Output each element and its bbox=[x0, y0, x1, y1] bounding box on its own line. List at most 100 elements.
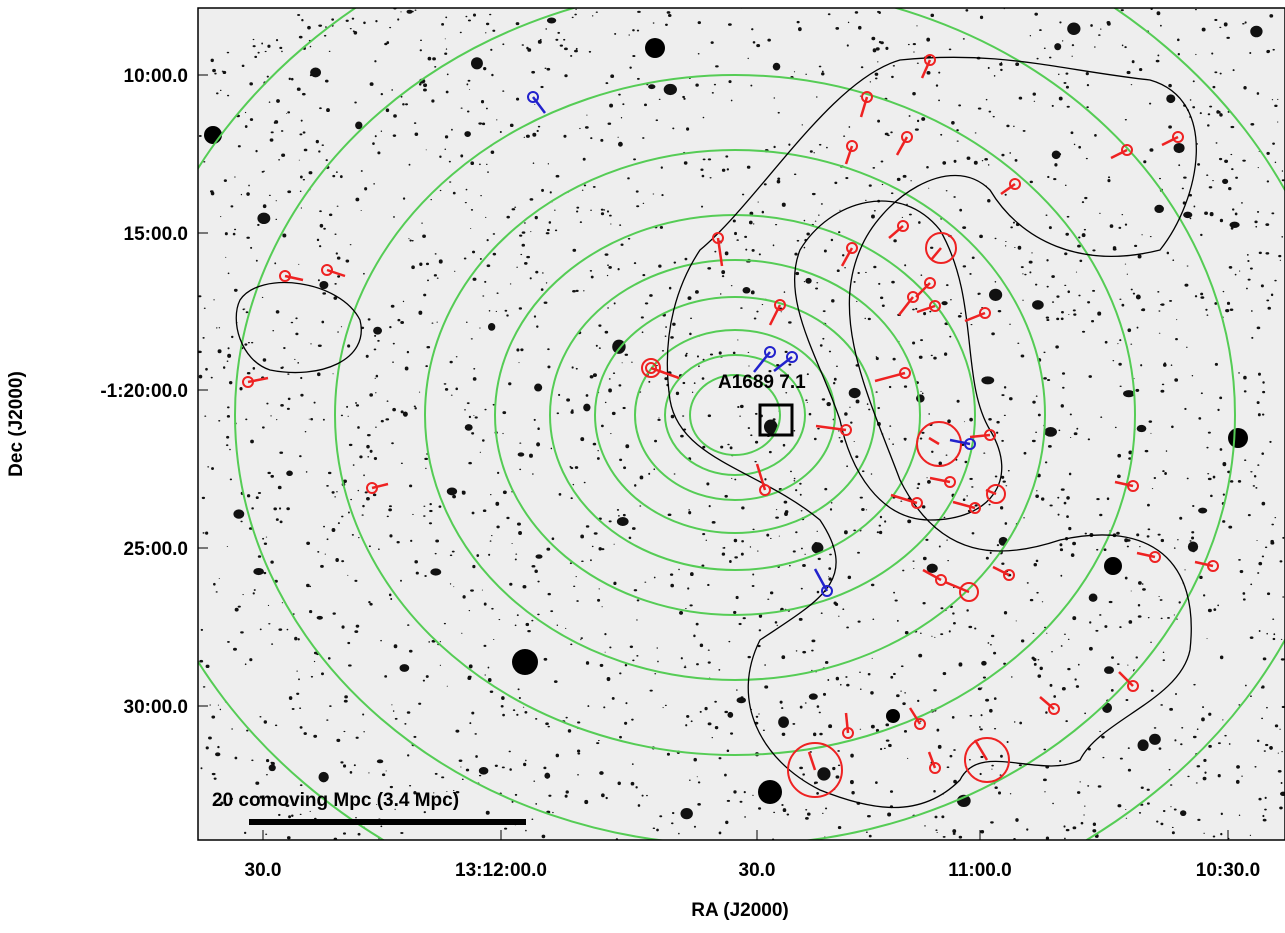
star bbox=[547, 348, 549, 350]
x-tick-label: 30.0 bbox=[739, 860, 776, 881]
star bbox=[986, 99, 988, 101]
star bbox=[828, 13, 831, 15]
star bbox=[702, 377, 705, 380]
star bbox=[994, 728, 996, 729]
star bbox=[916, 394, 925, 402]
star bbox=[804, 554, 806, 555]
star bbox=[880, 516, 882, 519]
star bbox=[891, 281, 895, 284]
star bbox=[767, 599, 769, 600]
star bbox=[471, 432, 474, 434]
star bbox=[596, 742, 599, 744]
star bbox=[816, 792, 819, 795]
star bbox=[609, 647, 611, 649]
star bbox=[810, 150, 813, 152]
star bbox=[424, 811, 426, 813]
star bbox=[517, 614, 519, 616]
bright-star bbox=[758, 780, 782, 804]
star bbox=[306, 471, 308, 473]
star bbox=[1113, 248, 1117, 250]
star bbox=[1238, 480, 1241, 483]
star bbox=[425, 365, 428, 367]
star bbox=[566, 717, 568, 719]
star bbox=[931, 636, 932, 637]
star bbox=[1253, 485, 1255, 487]
star bbox=[287, 373, 289, 374]
star bbox=[1148, 528, 1151, 530]
star bbox=[1089, 647, 1093, 651]
star bbox=[1068, 527, 1071, 530]
star bbox=[952, 612, 955, 614]
star bbox=[947, 560, 949, 561]
star bbox=[1147, 535, 1150, 537]
star bbox=[460, 32, 462, 33]
star bbox=[1127, 71, 1131, 74]
star bbox=[981, 661, 987, 666]
star bbox=[263, 572, 266, 574]
star bbox=[535, 803, 537, 805]
star bbox=[998, 791, 1001, 794]
star bbox=[1214, 19, 1217, 21]
star bbox=[488, 678, 492, 682]
star bbox=[1262, 555, 1264, 557]
star bbox=[658, 418, 659, 419]
star bbox=[464, 131, 471, 137]
star bbox=[923, 312, 926, 315]
star bbox=[1092, 249, 1095, 251]
star bbox=[1064, 285, 1066, 286]
star bbox=[300, 394, 303, 397]
star bbox=[682, 96, 685, 98]
star bbox=[1046, 259, 1048, 261]
star bbox=[727, 444, 729, 446]
star bbox=[1064, 502, 1067, 505]
star bbox=[1238, 559, 1241, 561]
star bbox=[506, 517, 509, 519]
star bbox=[912, 342, 915, 345]
star bbox=[821, 72, 824, 75]
star bbox=[362, 713, 364, 715]
star bbox=[1197, 728, 1199, 730]
star bbox=[904, 439, 906, 441]
star bbox=[227, 641, 230, 643]
star bbox=[612, 697, 615, 700]
star bbox=[959, 209, 962, 212]
star bbox=[876, 391, 878, 392]
star bbox=[819, 733, 822, 736]
star bbox=[375, 135, 377, 137]
star bbox=[1250, 636, 1254, 639]
star bbox=[1203, 594, 1205, 596]
star bbox=[1006, 125, 1009, 128]
star bbox=[393, 216, 395, 217]
star bbox=[921, 117, 925, 121]
star bbox=[468, 20, 471, 22]
star bbox=[372, 142, 375, 145]
star bbox=[598, 740, 600, 741]
star bbox=[253, 367, 256, 370]
star bbox=[419, 392, 420, 393]
star bbox=[759, 629, 761, 631]
star bbox=[1034, 663, 1037, 666]
star bbox=[227, 361, 229, 362]
star bbox=[437, 277, 439, 278]
star bbox=[317, 239, 319, 242]
star bbox=[576, 211, 578, 213]
star bbox=[941, 815, 944, 818]
star bbox=[678, 569, 680, 570]
star bbox=[922, 505, 925, 508]
star bbox=[547, 365, 550, 368]
star bbox=[1149, 734, 1161, 745]
star bbox=[931, 451, 934, 453]
star bbox=[949, 336, 951, 338]
star bbox=[485, 674, 486, 675]
star bbox=[515, 559, 517, 561]
star bbox=[678, 833, 680, 835]
star bbox=[374, 335, 376, 337]
star bbox=[688, 296, 692, 300]
star bbox=[297, 88, 301, 91]
star bbox=[375, 427, 376, 428]
star bbox=[1034, 101, 1035, 102]
star bbox=[807, 402, 808, 403]
star bbox=[756, 716, 759, 718]
star bbox=[612, 412, 616, 415]
star bbox=[989, 111, 992, 113]
